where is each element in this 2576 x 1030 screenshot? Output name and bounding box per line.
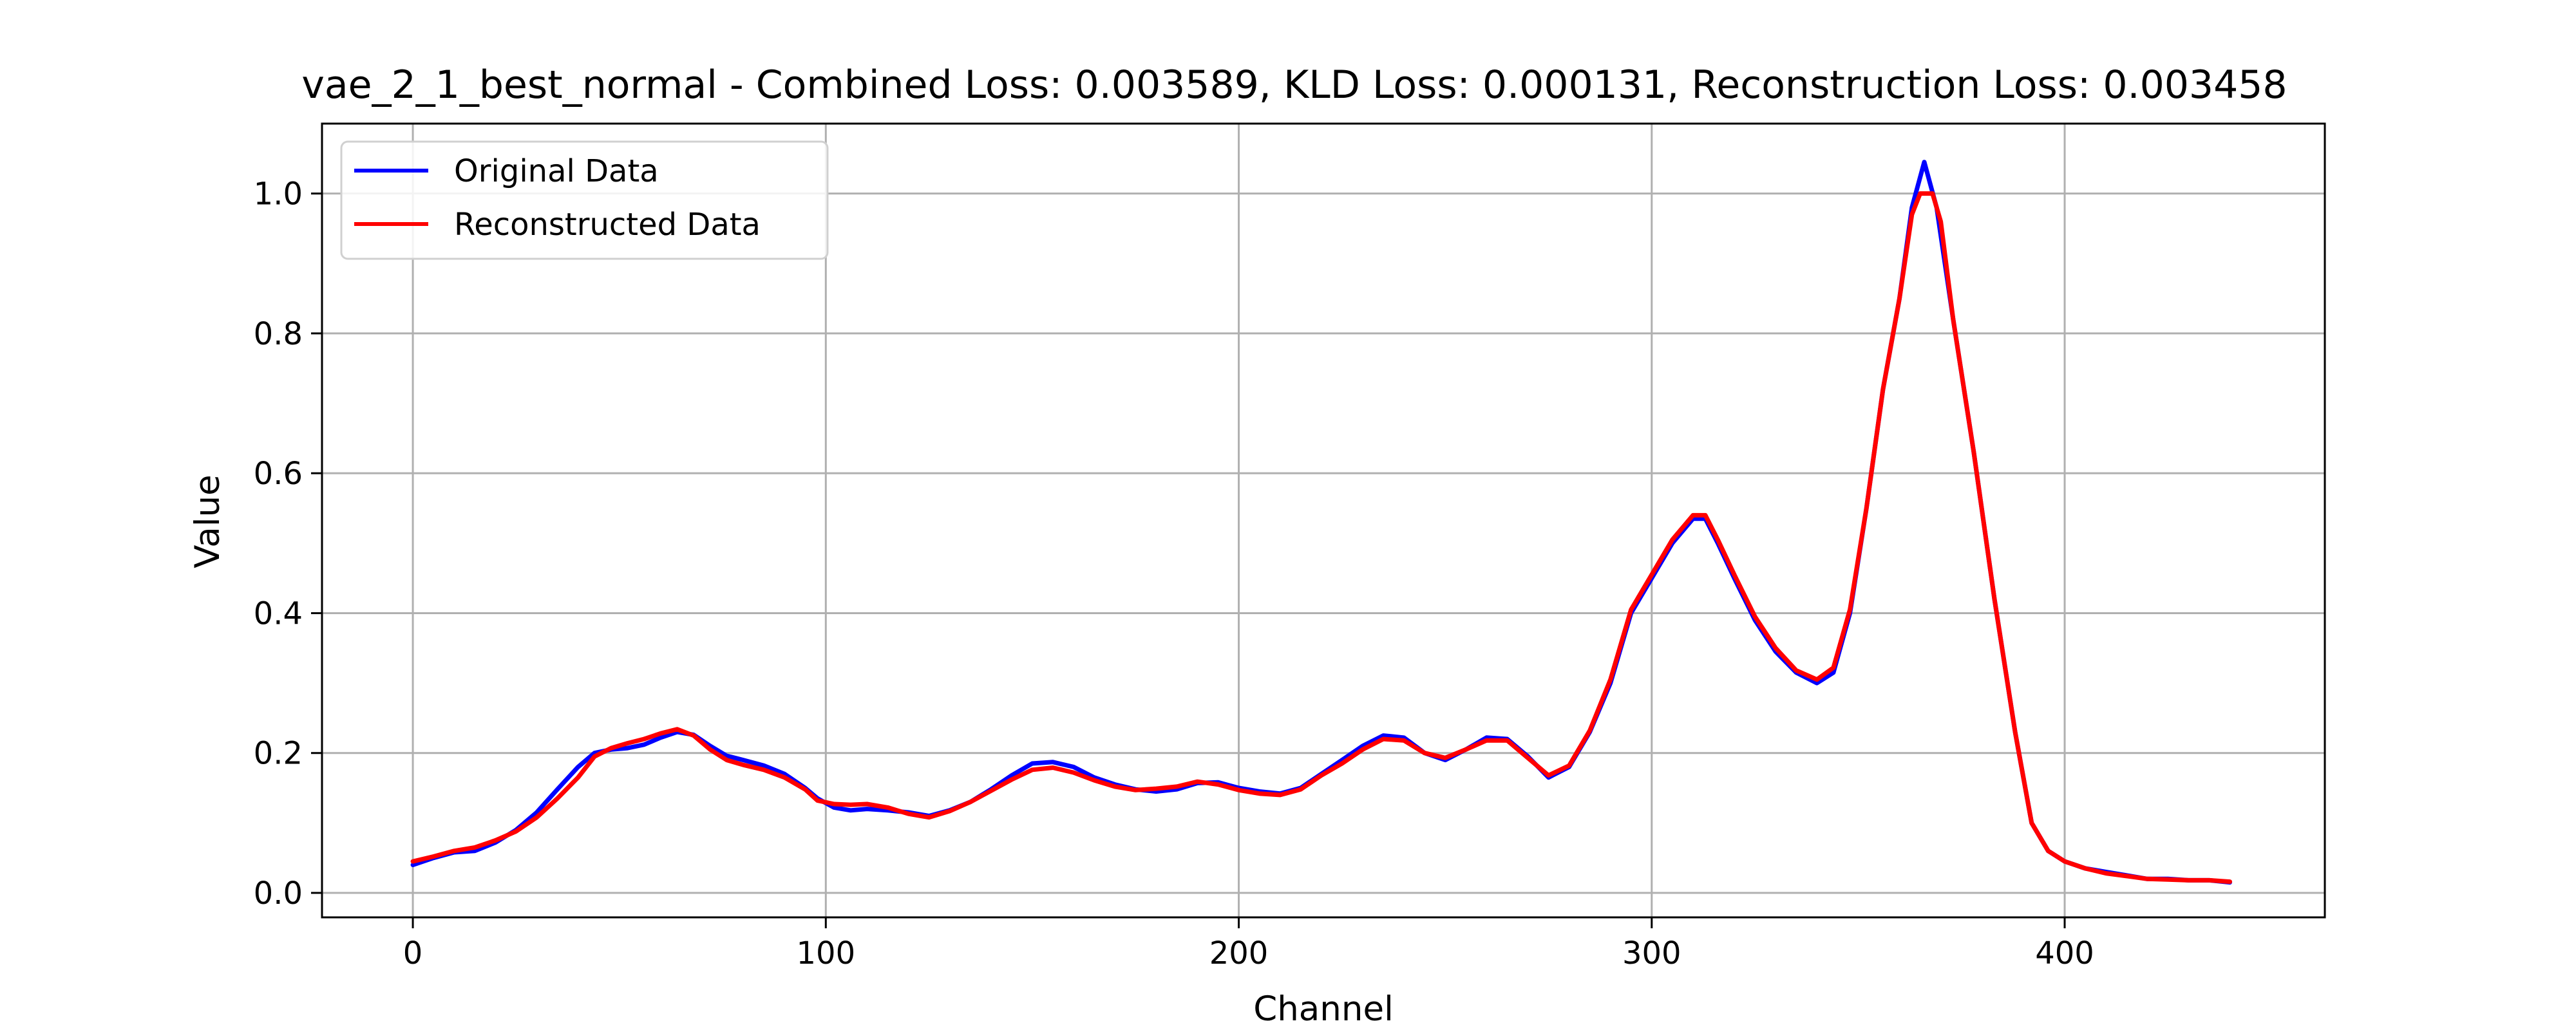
y-tick-label: 0.2 [254,736,303,772]
y-tick-label: 0.6 [254,456,303,492]
series-line-reconstructed-data [410,191,2232,885]
y-tick-label: 0.0 [254,876,303,912]
x-tick-label: 300 [1622,935,1681,971]
x-axis: 0 100 200 300 400 [403,917,2094,971]
x-tick-label: 0 [403,935,423,971]
chart-title: vae_2_1_best_normal - Combined Loss: 0.0… [301,62,2287,108]
plot-frame [321,122,2326,919]
y-tick-label: 1.0 [254,176,303,212]
legend-box [340,140,829,260]
y-axis: 0.0 0.2 0.4 0.6 0.8 1.0 [254,176,322,912]
x-axis-label: Channel [1253,989,1394,1029]
x-tick-label: 200 [1209,935,1269,971]
y-axis-label: Value [188,474,227,568]
legend: Original Data Reconstructed Data [340,140,829,260]
series-layer [410,160,2232,885]
x-tick-label: 400 [2035,935,2094,971]
legend-label-original-data: Original Data [454,153,659,189]
y-tick-label: 0.8 [254,316,303,352]
legend-label-reconstructed-data: Reconstructed Data [454,207,761,243]
y-tick-label: 0.4 [254,595,303,632]
x-tick-label: 100 [796,935,855,971]
